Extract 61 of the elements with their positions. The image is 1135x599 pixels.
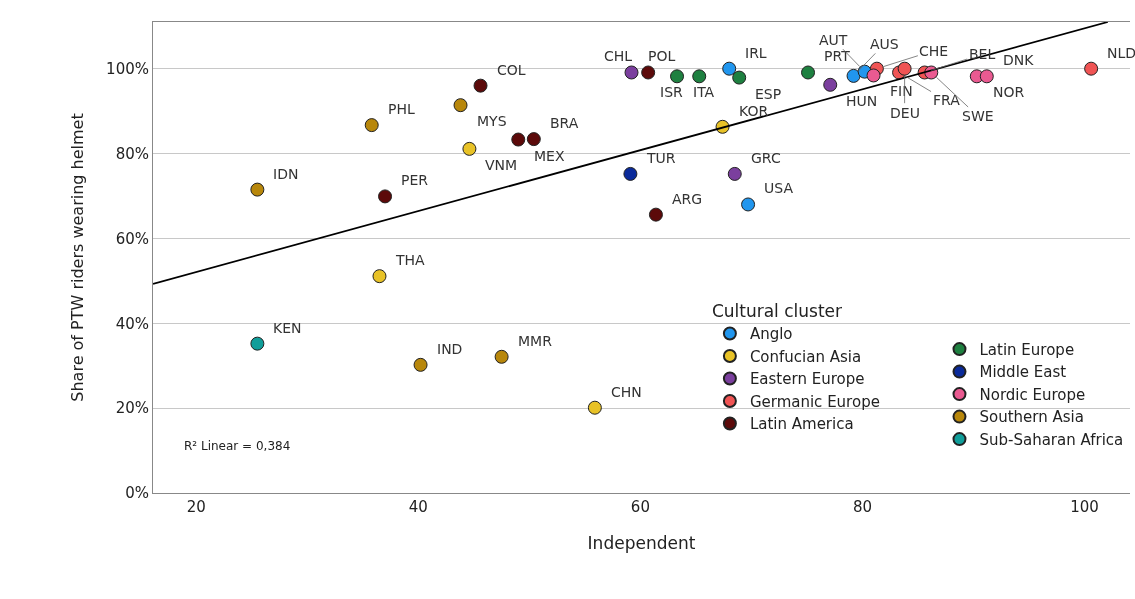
annotation: FIN [890, 83, 913, 99]
y-tick-label: 80% [115, 144, 149, 163]
y-tick-label: 100% [106, 59, 149, 78]
legend-label: Middle East [979, 363, 1067, 382]
annotation: ITA [693, 84, 715, 100]
annotation: MEX [534, 148, 565, 164]
legend-label: Eastern Europe [749, 370, 865, 389]
y-axis-title: Share of PTW riders wearing helmet [68, 113, 88, 402]
annotation: PHL [388, 101, 415, 117]
annotation: MYS [477, 113, 507, 129]
annotation: KOR [739, 103, 769, 119]
annotation: NOR [993, 84, 1025, 100]
annotation: MMR [518, 333, 553, 349]
legend-label: Southern Asia [979, 408, 1084, 427]
annotation: PER [401, 172, 429, 188]
annotation: ISR [660, 84, 684, 100]
annotation: DEU [890, 105, 920, 121]
legend-label: Germanic Europe [749, 392, 880, 411]
annotation: FRA [933, 92, 961, 108]
annotation: AUS [870, 36, 899, 52]
legend-label: Latin America [749, 415, 854, 434]
x-tick-label: 40 [408, 498, 428, 516]
annotation: BRA [550, 115, 579, 131]
annotation: AUT [819, 32, 848, 48]
y-tick-label: 0% [125, 484, 149, 503]
annotation: CHL [604, 48, 633, 64]
annotation: DNK [1003, 52, 1035, 68]
annotation: KEN [273, 320, 302, 336]
annotation: GRC [751, 150, 781, 166]
annotation: CHE [919, 43, 949, 59]
annotation: R² Linear = 0,384 [184, 439, 291, 453]
annotation: IDN [273, 166, 299, 182]
annotation: IRL [745, 45, 767, 61]
y-tick-label: 40% [115, 314, 149, 333]
annotation: SWE [962, 108, 994, 124]
annotation: ESP [755, 86, 782, 102]
legend-label: Anglo [749, 325, 793, 344]
x-tick-label: 100 [1070, 498, 1099, 516]
legend-label: Nordic Europe [979, 385, 1086, 404]
legend-label: Confucian Asia [749, 347, 862, 366]
legend-label: Latin Europe [979, 340, 1075, 359]
x-tick-label: 80 [852, 498, 872, 516]
annotation: TUR [646, 150, 676, 166]
annotation: HUN [846, 93, 878, 109]
x-tick-label: 60 [630, 498, 650, 516]
annotation: ARG [672, 191, 703, 207]
y-tick-label: 20% [115, 399, 149, 418]
annotation: COL [497, 62, 526, 78]
annotation: VNM [485, 157, 518, 173]
annotation: CHN [611, 384, 642, 400]
x-axis-title: Independent [587, 533, 696, 554]
annotation: USA [764, 180, 794, 196]
annotation: PRT [824, 48, 851, 64]
x-tick-label: 20 [186, 498, 206, 516]
legend-label: Sub-Saharan Africa [979, 430, 1124, 449]
annotation: NLD [1107, 45, 1135, 61]
annotation: IND [437, 341, 463, 357]
annotation: POL [648, 48, 676, 64]
annotation: THA [395, 252, 426, 268]
y-tick-label: 60% [115, 229, 149, 248]
legend-title: Cultural cluster [711, 301, 843, 322]
